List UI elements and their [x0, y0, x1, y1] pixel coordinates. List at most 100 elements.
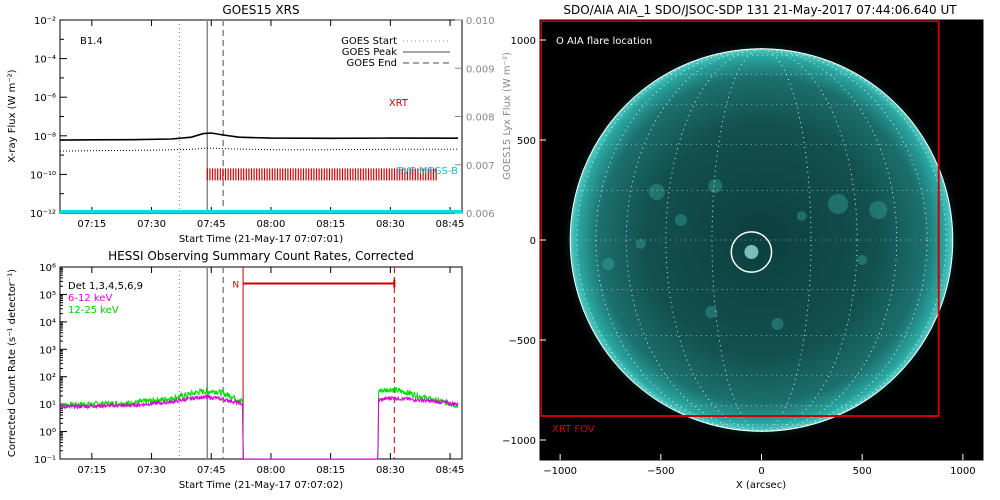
aia-y-tick-label: −500 — [509, 336, 536, 347]
goes-legend-label: GOES Peak — [342, 47, 397, 58]
goes-right-y-tick-label: 0.007 — [466, 161, 495, 172]
aia-image-title: SDO/AIA AIA_1 SDO/JSOC-SDP 131 21-May-20… — [563, 3, 957, 17]
bright-region — [602, 257, 615, 271]
goes-y-ticks: 10⁻¹² 10⁻¹⁰ 10⁻⁸ 10⁻⁶ 10⁻⁴ 10⁻² — [30, 16, 67, 220]
goes-right-y-tick-label: 0.008 — [466, 113, 495, 124]
goes-long-channel-line — [60, 132, 459, 141]
goes-x-tick-label: 08:45 — [436, 219, 465, 230]
goes-right-y-axis-label: GOES15 Lyx Flux (W m⁻²) — [502, 52, 513, 180]
goes-x-ticks: 07:15 07:30 07:45 08:00 08:15 08:30 08:45 — [77, 20, 464, 230]
aia-y-tick-label: 500 — [517, 136, 536, 147]
hessi-x-tick-label: 08:15 — [316, 465, 345, 476]
eve-annotation: EVE MEGS-B — [396, 166, 458, 177]
aia-x-tick-label: 500 — [853, 466, 872, 477]
night-label: N — [232, 281, 239, 291]
goes-legend-label: GOES End — [347, 58, 397, 69]
goes-class-label: B1.4 — [80, 36, 103, 47]
hessi-y-tick-label: 10² — [39, 373, 56, 384]
aia-y-tick-label: 1000 — [511, 36, 536, 47]
bright-region — [796, 210, 807, 222]
goes-x-tick-label: 08:00 — [257, 219, 286, 230]
hessi-x-tick-label: 08:00 — [257, 465, 286, 476]
solar-limb — [569, 48, 954, 432]
hessi-legend-6-12: 6-12 keV — [68, 293, 112, 304]
goes-series — [60, 132, 462, 213]
goes-y-tick-label: 10⁻⁸ — [34, 132, 56, 143]
hessi-y-tick-label: 10⁻¹ — [34, 455, 56, 466]
hessi-panel: HESSI Observing Summary Count Rates, Cor… — [7, 249, 464, 491]
hessi-plot-frame — [59, 266, 463, 460]
hessi-x-tick-label: 08:30 — [376, 465, 405, 476]
aia-x-tick-label: 0 — [758, 466, 764, 477]
goes-y-tick-label: 10⁻⁶ — [34, 93, 56, 104]
hessi-x-axis-label: Start Time (21-May-17 07:07:02) — [179, 480, 343, 491]
goes-x-axis-label: Start Time (21-May-17 07:07:01) — [179, 234, 343, 245]
goes-plot-frame — [59, 19, 463, 214]
hessi-chart-title: HESSI Observing Summary Count Rates, Cor… — [108, 249, 414, 263]
goes-x-tick-label: 07:15 — [77, 219, 106, 230]
hessi-legend-12-25: 12-25 keV — [68, 305, 119, 316]
hessi-y-ticks: 10⁻¹ 10⁰ 10¹ 10² 10³ 10⁴ 10⁵ 10⁶ — [34, 263, 67, 466]
hessi-6-12-kev-line — [60, 393, 459, 459]
aia-panel: SDO/AIA AIA_1 SDO/JSOC-SDP 131 21-May-20… — [502, 3, 984, 491]
hessi-12-25-kev-line — [60, 386, 459, 459]
goes-x-tick-label: 08:15 — [316, 219, 345, 230]
flare-core — [744, 245, 759, 259]
hessi-x-ticks: 07:15 07:30 07:45 08:00 08:15 08:30 08:45 — [77, 267, 464, 476]
aia-x-axis-label: X (arcsec) — [736, 480, 786, 491]
goes-chart-title: GOES15 XRS — [222, 3, 299, 17]
bright-region — [869, 200, 888, 220]
hessi-y-axis-label: Corrected Count Rate (s⁻¹ detector⁻¹) — [7, 269, 18, 457]
hessi-y-tick-label: 10³ — [39, 345, 56, 356]
aia-legend: O AIA flare location — [556, 36, 652, 47]
goes-right-y-tick-label: 0.010 — [466, 16, 495, 27]
bright-region — [648, 183, 665, 201]
aia-y-tick-label: −1000 — [502, 436, 536, 447]
hessi-y-tick-label: 10¹ — [39, 400, 56, 411]
aia-image-content — [540, 20, 965, 443]
bright-region — [827, 193, 849, 215]
hessi-event-markers — [178, 267, 224, 459]
hessi-y-tick-label: 10⁶ — [39, 263, 56, 274]
goes-x-tick-label: 07:45 — [197, 219, 226, 230]
goes-x-tick-label: 07:30 — [137, 219, 166, 230]
goes-short-channel-line — [60, 147, 458, 152]
goes-panel: GOES15 XRS 07:15 07:30 07:45 08:00 08:15 08:3… — [7, 3, 513, 245]
hessi-y-tick-label: 10⁴ — [39, 318, 56, 329]
goes-y-tick-label: 10⁻¹² — [30, 209, 56, 220]
aia-x-ticks: −1000 −500 0 500 1000 — [543, 454, 976, 477]
goes-event-markers — [178, 20, 224, 213]
flare-location-circle — [730, 231, 773, 273]
hessi-x-tick-label: 07:15 — [77, 465, 106, 476]
xrt-fov-label: XRT FOV — [552, 424, 595, 435]
hessi-night-interval: N — [232, 267, 396, 459]
goes-y-tick-label: 10⁻² — [34, 16, 56, 27]
goes-right-y-tick-label: 0.009 — [466, 64, 495, 75]
hessi-legend-detectors: Det 1,3,4,5,6,9 — [68, 281, 143, 292]
goes-legend-label: GOES Start — [341, 36, 397, 47]
goes-y-tick-label: 10⁻⁴ — [34, 55, 56, 66]
goes-right-y-tick-label: 0.006 — [466, 209, 495, 220]
bright-region — [771, 317, 784, 331]
aia-x-tick-label: −1000 — [543, 466, 577, 477]
hessi-series — [60, 386, 459, 459]
bright-region — [708, 178, 723, 194]
xrt-annotation: XRT — [389, 98, 409, 109]
bright-region — [705, 305, 718, 319]
aia-x-tick-label: 1000 — [950, 466, 975, 477]
bright-region — [674, 213, 687, 227]
hessi-x-tick-label: 07:45 — [197, 465, 226, 476]
aia-x-tick-label: −500 — [647, 466, 674, 477]
hessi-x-tick-label: 08:45 — [436, 465, 465, 476]
xrt-fov-box — [540, 20, 940, 417]
goes-y-axis-label: X-ray Flux (W m⁻²) — [7, 69, 18, 162]
bright-region — [635, 238, 646, 250]
aia-y-ticks: −1000 −500 0 500 1000 — [502, 36, 546, 447]
hessi-y-tick-label: 10⁰ — [39, 428, 56, 439]
goes-x-tick-label: 08:30 — [376, 219, 405, 230]
bright-region — [857, 254, 868, 266]
goes-y-tick-label: 10⁻¹⁰ — [30, 170, 56, 181]
